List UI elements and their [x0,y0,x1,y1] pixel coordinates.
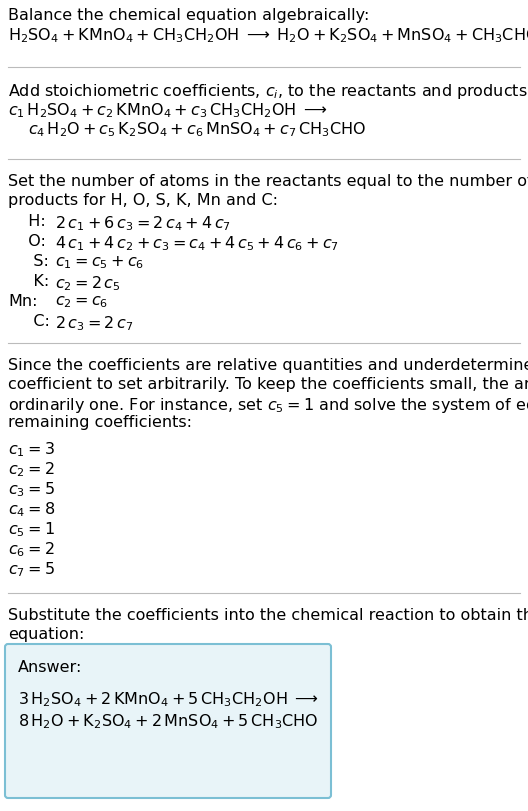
Text: $c_5 = 1$: $c_5 = 1$ [8,519,55,538]
Text: K:: K: [18,273,49,289]
Text: H:: H: [18,214,46,229]
Text: $c_6 = 2$: $c_6 = 2$ [8,539,54,558]
Text: $c_3 = 5$: $c_3 = 5$ [8,479,55,498]
Text: $3\,\mathrm{H_2SO_4} + 2\,\mathrm{KMnO_4} + 5\,\mathrm{CH_3CH_2OH} \;\longrighta: $3\,\mathrm{H_2SO_4} + 2\,\mathrm{KMnO_4… [17,689,318,708]
Text: $c_4\,\mathrm{H_2O} + c_5\,\mathrm{K_2SO_4} + c_6\,\mathrm{MnSO_4} + c_7\,\mathr: $c_4\,\mathrm{H_2O} + c_5\,\mathrm{K_2SO… [28,120,366,139]
Text: remaining coefficients:: remaining coefficients: [8,414,192,430]
Text: $c_1 = 3$: $c_1 = 3$ [8,440,55,458]
Text: $4\,c_1 + 4\,c_2 + c_3 = c_4 + 4\,c_5 + 4\,c_6 + c_7$: $4\,c_1 + 4\,c_2 + c_3 = c_4 + 4\,c_5 + … [55,234,339,252]
Text: $c_7 = 5$: $c_7 = 5$ [8,560,55,578]
Text: Answer:: Answer: [18,659,82,674]
Text: $c_2 = 2\,c_5$: $c_2 = 2\,c_5$ [55,273,120,292]
Text: $c_1\,\mathrm{H_2SO_4} + c_2\,\mathrm{KMnO_4} + c_3\,\mathrm{CH_3CH_2OH} \;\long: $c_1\,\mathrm{H_2SO_4} + c_2\,\mathrm{KM… [8,101,327,119]
Text: O:: O: [18,234,46,249]
FancyBboxPatch shape [5,644,331,798]
Text: Balance the chemical equation algebraically:: Balance the chemical equation algebraica… [8,8,370,23]
Text: Substitute the coefficients into the chemical reaction to obtain the balanced: Substitute the coefficients into the che… [8,607,528,622]
Text: products for H, O, S, K, Mn and C:: products for H, O, S, K, Mn and C: [8,193,278,208]
Text: equation:: equation: [8,626,84,642]
Text: $\mathrm{H_2SO_4 + KMnO_4 + CH_3CH_2OH \;\longrightarrow\; H_2O + K_2SO_4 + MnSO: $\mathrm{H_2SO_4 + KMnO_4 + CH_3CH_2OH \… [8,26,528,45]
Text: $c_2 = c_6$: $c_2 = c_6$ [55,294,108,309]
Text: $c_1 = c_5 + c_6$: $c_1 = c_5 + c_6$ [55,254,144,270]
Text: $c_2 = 2$: $c_2 = 2$ [8,460,54,478]
Text: Add stoichiometric coefficients, $c_i$, to the reactants and products:: Add stoichiometric coefficients, $c_i$, … [8,82,528,101]
Text: S:: S: [18,254,49,268]
Text: C:: C: [18,314,50,328]
Text: $8\,\mathrm{H_2O} + \mathrm{K_2SO_4} + 2\,\mathrm{MnSO_4} + 5\,\mathrm{CH_3CHO}$: $8\,\mathrm{H_2O} + \mathrm{K_2SO_4} + 2… [18,711,318,730]
Text: Set the number of atoms in the reactants equal to the number of atoms in the: Set the number of atoms in the reactants… [8,174,528,189]
Text: ordinarily one. For instance, set $c_5 = 1$ and solve the system of equations fo: ordinarily one. For instance, set $c_5 =… [8,396,528,414]
Text: $c_4 = 8$: $c_4 = 8$ [8,500,55,518]
Text: coefficient to set arbitrarily. To keep the coefficients small, the arbitrary va: coefficient to set arbitrarily. To keep … [8,376,528,392]
Text: Since the coefficients are relative quantities and underdetermined, choose a: Since the coefficients are relative quan… [8,358,528,372]
Text: $2\,c_3 = 2\,c_7$: $2\,c_3 = 2\,c_7$ [55,314,134,333]
Text: $2\,c_1 + 6\,c_3 = 2\,c_4 + 4\,c_7$: $2\,c_1 + 6\,c_3 = 2\,c_4 + 4\,c_7$ [55,214,231,233]
Text: Mn:: Mn: [8,294,37,309]
